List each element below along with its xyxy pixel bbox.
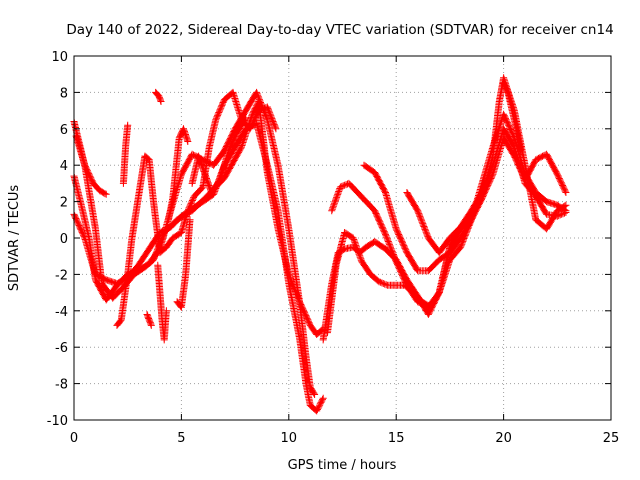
data-point-markers [173, 216, 194, 311]
series-track-11 [173, 216, 194, 311]
series-track-12 [188, 114, 250, 196]
series-track-10 [165, 125, 192, 224]
y-tick-label: 0 [60, 232, 68, 247]
series-track-16 [360, 134, 570, 275]
y-axis-label: SDTVAR / TECUs [7, 185, 22, 292]
data-point-markers [500, 79, 525, 155]
data-point-markers [360, 134, 570, 275]
series-track-8 [152, 88, 165, 105]
data-point-markers [154, 261, 170, 344]
data-series [70, 74, 570, 415]
y-tick-label: 8 [60, 86, 68, 101]
data-point-markers [323, 74, 570, 337]
y-tick-label: -6 [55, 341, 68, 356]
data-point-markers [72, 132, 110, 198]
data-point-markers [143, 310, 155, 329]
series-track-13 [319, 110, 570, 344]
series-track-7 [143, 310, 155, 329]
x-tick-label: 25 [603, 431, 620, 446]
x-tick-label: 15 [388, 431, 405, 446]
y-tick-label: -10 [47, 414, 68, 429]
x-tick-label: 20 [495, 431, 512, 446]
y-tick-label: -4 [55, 305, 68, 320]
data-point-markers [403, 189, 465, 257]
series-track-18 [500, 79, 525, 155]
data-point-markers [188, 114, 250, 196]
x-tick-label: 5 [177, 431, 185, 446]
data-point-markers [165, 125, 192, 224]
series-track-6 [119, 121, 132, 187]
y-tick-label: 10 [51, 50, 68, 65]
y-tick-label: 4 [60, 159, 68, 174]
series-track-9 [154, 261, 170, 344]
x-axis-label: GPS time / hours [288, 458, 397, 473]
y-tick-label: -2 [55, 268, 68, 283]
data-point-markers [152, 88, 165, 105]
data-point-markers [319, 110, 570, 344]
x-tick-label: 0 [70, 431, 78, 446]
axis-ticks: 0 5 10 15 20 25 -10 -8 -6 -4 -2 0 2 4 6 8 10 [47, 50, 620, 446]
data-point-markers [119, 121, 132, 187]
series-track-4 [72, 132, 110, 198]
y-tick-label: 6 [60, 123, 68, 138]
series-track-17 [403, 189, 465, 257]
y-tick-label: 2 [60, 196, 68, 211]
series-track-14 [323, 74, 570, 337]
chart-title: Day 140 of 2022, Sidereal Day-to-day VTE… [66, 22, 613, 38]
y-tick-label: -8 [55, 378, 68, 393]
x-tick-label: 10 [281, 431, 298, 446]
